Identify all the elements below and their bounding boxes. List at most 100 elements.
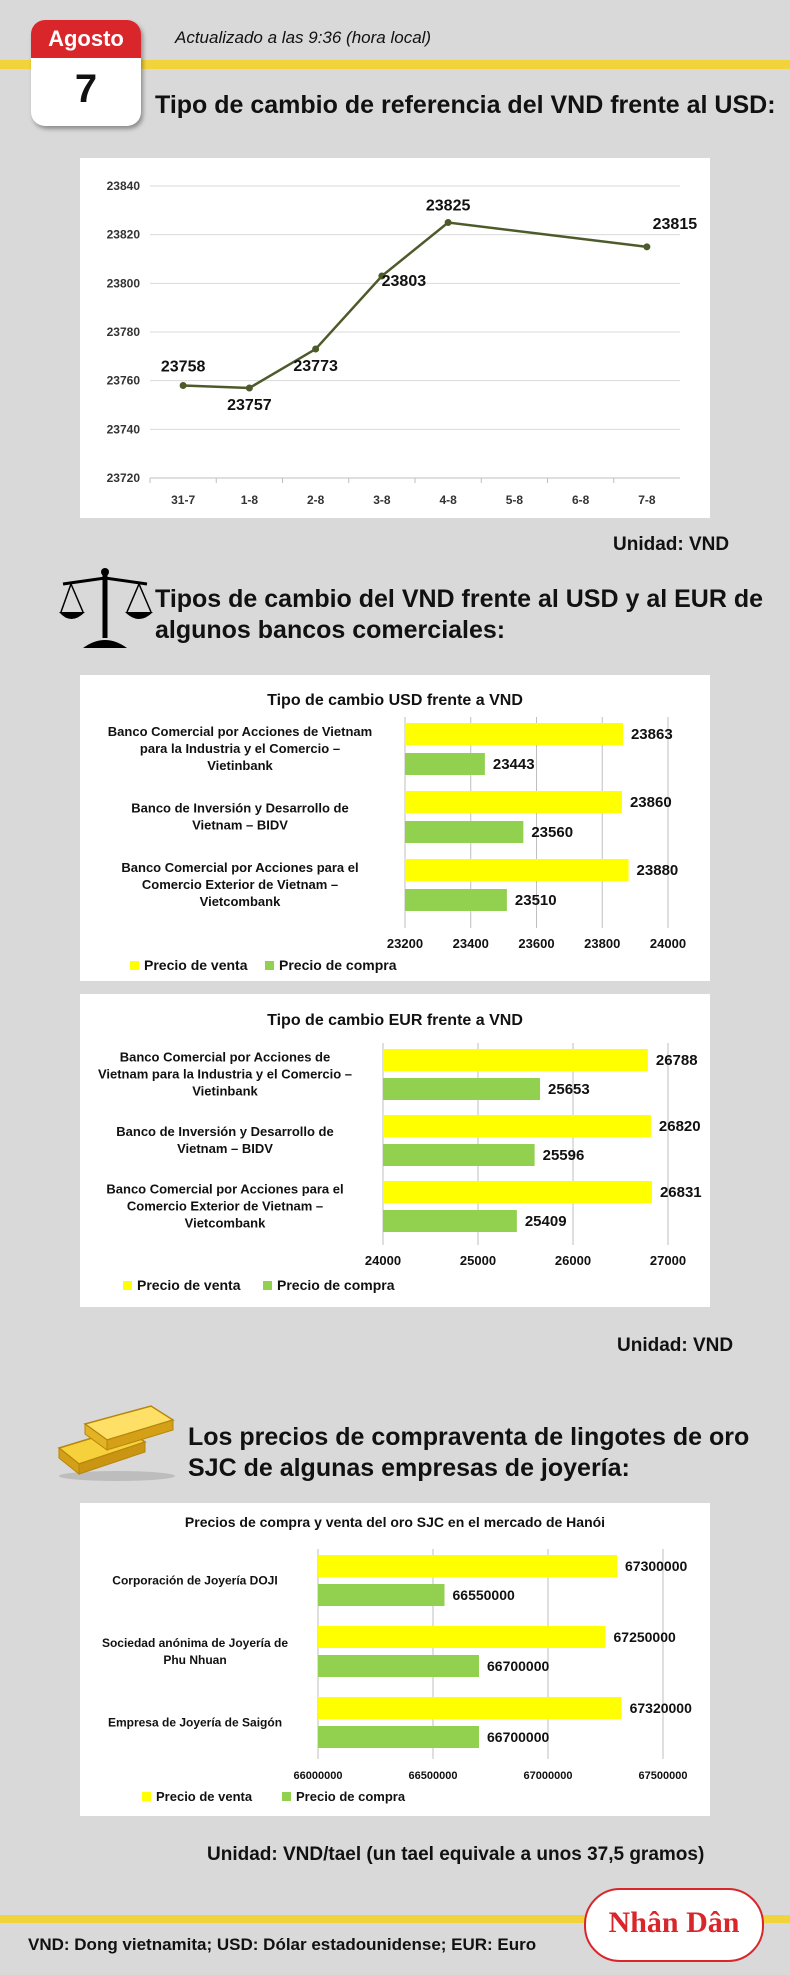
series-line (183, 221, 648, 390)
y-tick-label: 23740 (107, 422, 141, 436)
x-tick-label: 31-7 (171, 493, 195, 507)
y-tick-label: 23780 (107, 325, 141, 339)
legend-swatch (130, 961, 139, 970)
bar-precio-compra (405, 753, 485, 775)
data-label: 23803 (382, 273, 427, 290)
gold-bars-icon (55, 1398, 180, 1482)
y-tick-label: 23760 (107, 374, 141, 388)
legend-label: Precio de compra (277, 1277, 395, 1293)
category-label: Banco Comercial por Acciones de Vietnam (108, 724, 372, 739)
bar-precio-venta (383, 1115, 651, 1137)
line-chart-panel: 23720 23740 23760 23780 23800 23820 23840 31-7 1… (80, 158, 710, 518)
x-tick-label: 67000000 (524, 1770, 573, 1782)
date-month: Agosto (31, 20, 141, 58)
section3-title-line1: Los precios de compraventa de lingotes d… (188, 1423, 750, 1451)
chart-title: Tipo de cambio USD frente a VND (267, 692, 523, 709)
x-tick-label: 23800 (584, 936, 620, 951)
data-label: 25596 (543, 1147, 585, 1164)
y-tick-label: 23820 (107, 228, 141, 242)
x-tick-label: 5-8 (506, 493, 524, 507)
bar-precio-compra (405, 889, 507, 911)
data-label: 23825 (426, 198, 471, 215)
data-label: 23443 (493, 756, 535, 773)
category-label: Banco Comercial por Acciones para el (106, 1182, 343, 1197)
data-label: 23773 (293, 358, 338, 375)
x-tick-label: 1-8 (241, 493, 259, 507)
data-label: 26820 (659, 1118, 701, 1135)
line-chart: 23720 23740 23760 23780 23800 23820 23840 31-7 1… (107, 179, 698, 507)
bar-precio-compra (318, 1584, 445, 1606)
usd-bar-chart-panel: Tipo de cambio USD frente a VND 23200 2340… (80, 675, 710, 981)
top-yellow-band (0, 60, 790, 69)
x-tick-label: 27000 (650, 1253, 686, 1268)
y-tick-label: 23720 (107, 471, 141, 485)
legend-swatch (263, 1281, 272, 1290)
category-label: Comercio Exterior de Vietnam – (142, 877, 338, 892)
x-tick-label: 67500000 (639, 1770, 688, 1782)
bar-precio-venta (318, 1555, 617, 1577)
legend-label: Precio de compra (296, 1789, 406, 1804)
data-point (643, 243, 651, 251)
updated-time: Actualizado a las 9:36 (hora local) (175, 28, 432, 47)
bar-precio-compra (383, 1078, 541, 1100)
data-label: 23880 (637, 862, 679, 879)
data-label: 23560 (531, 824, 573, 841)
category-label: Phu Nhuan (163, 1653, 226, 1667)
bar-precio-compra (383, 1210, 517, 1232)
data-label: 23757 (227, 397, 272, 414)
data-point (179, 382, 187, 390)
x-tick-label: 2-8 (307, 493, 325, 507)
legend-label: Precio de compra (279, 957, 397, 973)
eur-bar-chart-panel: Tipo de cambio EUR frente a VND 24000 2500… (80, 994, 710, 1307)
bar-precio-venta (405, 859, 629, 881)
bar-precio-compra (318, 1655, 479, 1677)
section2-title-line2: algunos bancos comerciales: (155, 616, 506, 644)
x-tick-label: 23400 (453, 936, 489, 951)
bottom-yellow-band (0, 1915, 790, 1923)
scales-icon (57, 566, 153, 650)
date-day: 7 (74, 67, 98, 111)
data-label: 66700000 (487, 1729, 550, 1745)
footer-note: VND: Dong vietnamita; USD: Dólar estadou… (28, 1935, 537, 1954)
data-label: 25409 (525, 1213, 567, 1230)
x-tick-label: 6-8 (572, 493, 590, 507)
category-label: Corporación de Joyería DOJI (112, 1574, 277, 1588)
data-label: 23860 (630, 794, 672, 811)
category-label: Banco Comercial por Acciones para el (121, 860, 358, 875)
category-label: Vietnam para la Industria y el Comercio … (98, 1067, 352, 1082)
data-label: 66700000 (487, 1658, 550, 1674)
data-label: 23815 (653, 216, 698, 233)
category-label: Vietnam – BIDV (192, 818, 288, 833)
date-badge: Agosto 7 (31, 20, 141, 126)
x-tick-label: 25000 (460, 1253, 496, 1268)
data-label: 67300000 (625, 1558, 688, 1574)
bar-precio-compra (383, 1144, 535, 1166)
bar-precio-venta (383, 1049, 648, 1071)
data-point (245, 384, 253, 392)
category-label: Vietcombank (185, 1216, 266, 1231)
x-tick-label: 66000000 (294, 1770, 343, 1782)
category-label: Banco de Inversión y Desarrollo de (131, 801, 348, 816)
section1-title: Tipo de cambio de referencia del VND fre… (155, 91, 776, 119)
legend-label: Precio de venta (144, 957, 248, 973)
gold-bar-chart: Precios de compra y venta del oro SJC en… (102, 1514, 693, 1804)
legend-swatch (142, 1792, 151, 1801)
category-label: Vietnam – BIDV (177, 1141, 273, 1156)
data-label: 67320000 (630, 1700, 693, 1716)
section3-unit: Unidad: VND/tael (un tael equivale a uno… (207, 1844, 705, 1865)
chart-title: Tipo de cambio EUR frente a VND (267, 1012, 523, 1029)
x-tick-label: 23600 (518, 936, 554, 951)
x-tick-label: 23200 (387, 936, 423, 951)
data-point (312, 345, 320, 353)
data-label: 26831 (660, 1184, 702, 1201)
data-label: 66550000 (453, 1587, 516, 1603)
category-label: para la Industria y el Comercio – (140, 741, 340, 756)
bar-precio-venta (318, 1697, 622, 1719)
section2-title-line1: Tipos de cambio del VND frente al USD y … (155, 585, 764, 613)
nhandan-logo: Nhân Dân (584, 1888, 764, 1962)
category-label: Comercio Exterior de Vietnam – (127, 1199, 323, 1214)
section2-unit: Unidad: VND (617, 1335, 734, 1356)
data-label: 23510 (515, 892, 557, 909)
data-label: 23758 (161, 359, 206, 376)
x-tick-label: 26000 (555, 1253, 591, 1268)
